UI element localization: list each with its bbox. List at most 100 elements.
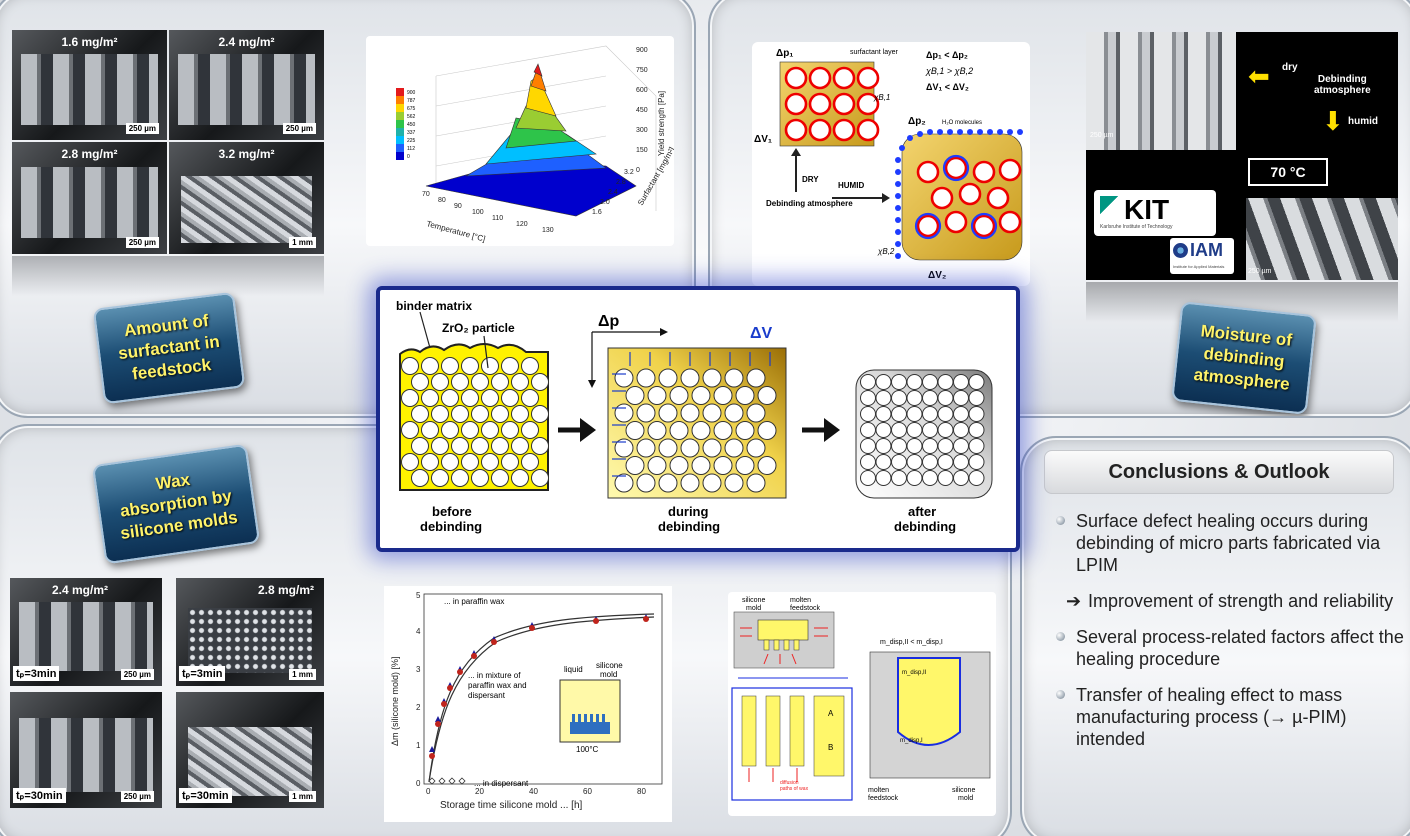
annotation-mixture-line: dispersant — [468, 691, 506, 700]
particle — [922, 422, 938, 438]
particle — [735, 456, 755, 475]
particle — [421, 453, 439, 471]
particle — [922, 406, 938, 422]
particle — [501, 357, 519, 375]
y-tick: 2.8 — [616, 179, 626, 186]
particle — [875, 470, 892, 486]
z-tick: 600 — [636, 87, 648, 94]
particle — [906, 390, 923, 406]
particle — [702, 438, 722, 458]
humid-label: humid — [1348, 116, 1378, 127]
during-line: debinding — [658, 519, 720, 534]
particle — [860, 374, 876, 390]
after-line: after — [908, 504, 936, 519]
particle — [647, 386, 667, 405]
dry-label: DRY — [802, 175, 819, 184]
particle — [401, 421, 419, 439]
particle — [411, 405, 429, 423]
particle — [521, 389, 539, 407]
badge-moisture: Moisture of debinding atmosphere — [1171, 301, 1317, 415]
dp-label: Δp — [598, 313, 620, 330]
particle — [713, 456, 733, 475]
x-axis-label: Temperature [°C] — [425, 219, 486, 243]
scale-bar: 250 µm — [1248, 268, 1272, 275]
dv-label: ΔV — [750, 325, 773, 342]
after-line: debinding — [894, 519, 956, 534]
surfactant-layer-label: surfactant layer — [850, 49, 899, 56]
particle — [713, 386, 733, 405]
particle — [922, 374, 938, 390]
inset-beaker: liquid silicone mold 100°C — [559, 661, 623, 754]
particle — [906, 406, 923, 422]
y-axis-label: Δm (silicone mold) [%] — [390, 656, 400, 746]
inset-liquid-label: liquid — [564, 665, 583, 674]
yield-strength-chart: 900 787 675 562 450 337 225 112 0 — [366, 36, 674, 246]
legend-level: 900 — [407, 90, 416, 96]
badge-wax: Wax absorption by silicone molds — [91, 443, 261, 565]
sem-label: 2.8 mg/m² — [61, 147, 118, 161]
conclusions-list: Surface defect healing occurs during deb… — [1054, 510, 1404, 764]
particle — [746, 438, 766, 458]
legend-level: 337 — [407, 130, 416, 136]
particle — [451, 437, 469, 455]
temperature-label: 70 °C — [1248, 158, 1328, 186]
particle — [647, 421, 667, 440]
particle — [860, 406, 876, 422]
particle — [937, 390, 954, 406]
silicone-mold-line: mold — [746, 605, 761, 612]
y-tick: 0 — [416, 779, 421, 788]
particle — [757, 456, 777, 475]
particle — [491, 437, 509, 455]
particle — [531, 373, 549, 391]
particle — [669, 421, 689, 440]
particle — [922, 390, 938, 406]
particle — [461, 421, 479, 439]
silicone-mold-line: silicone — [742, 597, 765, 604]
scale-bar: 250 µm — [120, 669, 154, 680]
x-tick: 60 — [583, 787, 592, 796]
particle — [906, 438, 923, 454]
conclusion-subitem-text: Improvement of strength and reliability — [1088, 591, 1394, 611]
molten-feedstock2-line: feedstock — [868, 795, 898, 802]
p1-label: Δp₁ — [776, 48, 793, 59]
x-tick: 20 — [475, 787, 484, 796]
particle — [906, 374, 923, 390]
scale-bar: 1 mm — [289, 237, 316, 248]
particle — [875, 406, 892, 422]
y-tick: 3 — [416, 665, 421, 674]
eq1: Δp₁ < Δp₂ — [926, 50, 968, 60]
particle — [491, 469, 509, 487]
badge-text: Wax absorption by silicone molds — [118, 469, 239, 543]
sem-image-2-4-30min: tₚ=30min 250 µm — [10, 692, 162, 808]
particle — [937, 438, 954, 454]
particle — [937, 470, 954, 486]
particle — [735, 421, 755, 440]
conclusion-subitem: ➔ Improvement of strength and reliability — [1054, 590, 1404, 612]
sem-image-2-8: 2.8 mg/m² 250 µm — [12, 142, 167, 254]
particle — [625, 456, 645, 475]
chi1-label: χB,1 — [873, 93, 890, 102]
series-mixture — [429, 616, 649, 759]
particle — [691, 421, 711, 440]
legend-level: 562 — [407, 114, 416, 120]
particle — [680, 368, 700, 388]
mass-gain-chart: 0 1 2 3 4 5 0 20 40 60 80 Storage time s… — [384, 586, 672, 822]
annotation-mixture-line: paraffin wax and — [468, 681, 527, 690]
sem-image-2-4: 2.4 mg/m² 250 µm — [169, 30, 324, 140]
conclusion-item: Several process-related factors affect t… — [1054, 626, 1404, 670]
arrow-right-icon — [802, 418, 840, 442]
legend-level: 225 — [407, 138, 416, 144]
kit-logo-text: KIT — [1124, 194, 1170, 225]
particle — [953, 454, 969, 470]
particle — [411, 469, 429, 487]
time-label: tₚ=3min — [179, 666, 226, 681]
particle — [511, 437, 529, 455]
m-disp-i: m_disp,I — [900, 738, 923, 744]
x-tick: 90 — [454, 203, 462, 210]
before-label: before debinding — [420, 504, 482, 534]
particle — [401, 453, 419, 471]
particle — [906, 422, 923, 438]
particle — [922, 470, 938, 486]
particle — [968, 454, 985, 470]
particle — [757, 421, 777, 440]
